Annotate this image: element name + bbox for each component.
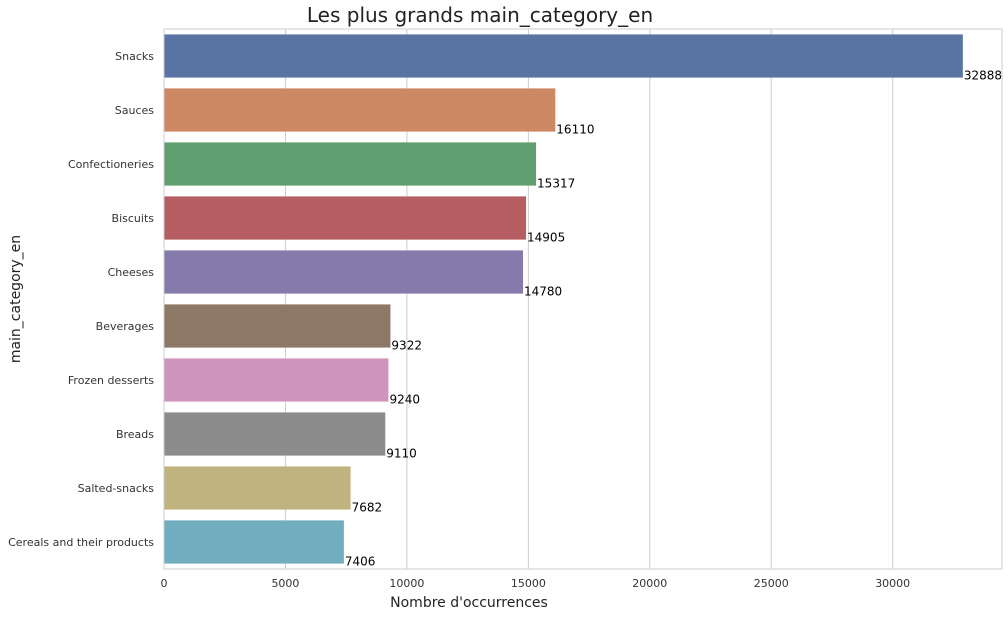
x-tick-label: 10000 (389, 577, 424, 590)
y-tick-label: Biscuits (112, 212, 155, 225)
y-tick-label: Salted-snacks (78, 482, 155, 495)
bar (164, 88, 556, 132)
x-tick-label: 25000 (754, 577, 789, 590)
bar (164, 250, 524, 294)
data-labels: 32888 16110 15317 14905 14780 9322 9240 9110 768… (345, 69, 1002, 569)
y-tick-label: Sauces (115, 104, 155, 117)
x-tick-label: 30000 (875, 577, 910, 590)
bar (164, 34, 963, 78)
y-tick-label: Snacks (115, 50, 154, 63)
bar (164, 196, 527, 240)
data-label: 9240 (389, 393, 420, 407)
bar (164, 358, 389, 402)
y-tick-label: Beverages (96, 320, 155, 333)
bar (164, 304, 391, 348)
x-tick-label: 0 (161, 577, 168, 590)
y-tick-label: Cereals and their products (8, 536, 154, 549)
data-label: 32888 (964, 69, 1002, 83)
bar (164, 412, 386, 456)
bars (164, 34, 963, 564)
x-axis-label: Nombre d'occurrences (390, 595, 548, 611)
bar (164, 466, 351, 510)
plot-frame (163, 28, 1003, 570)
x-tick-labels: 0 5000 10000 15000 20000 25000 30000 (161, 577, 911, 590)
data-label: 9322 (391, 339, 422, 353)
bar (164, 142, 537, 186)
x-tick-label: 15000 (511, 577, 546, 590)
y-tick-label: Frozen desserts (68, 374, 154, 387)
x-tick-label: 5000 (271, 577, 299, 590)
bar (164, 520, 344, 564)
y-tick-label: Cheeses (108, 266, 155, 279)
data-label: 9110 (386, 447, 417, 461)
y-tick-label: Breads (116, 428, 154, 441)
data-label: 14905 (527, 231, 565, 245)
data-label: 14780 (524, 285, 562, 299)
chart-title: Les plus grands main_category_en (307, 3, 653, 27)
y-axis-label: main_category_en (8, 235, 24, 363)
data-label: 16110 (556, 123, 594, 137)
data-label: 15317 (537, 177, 575, 191)
y-tick-label: Confectioneries (68, 158, 154, 171)
x-tick-label: 20000 (632, 577, 667, 590)
y-tick-labels: Snacks Sauces Confectioneries Biscuits Chees… (8, 50, 154, 549)
data-label: 7682 (352, 501, 383, 515)
data-label: 7406 (345, 555, 376, 569)
